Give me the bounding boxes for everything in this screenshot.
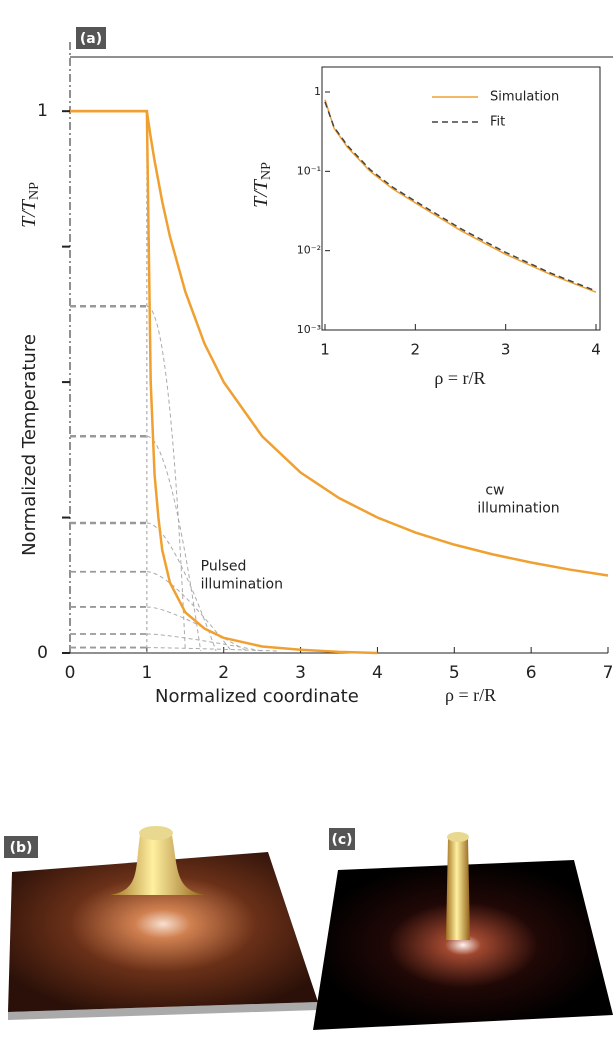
y-axis-label: Normalized Temperature — [19, 334, 40, 556]
legend-label: Simulation — [490, 90, 559, 105]
x-axis-symbol: ρ = r/R — [445, 685, 496, 705]
x-axis-label: ρ = r/R — [434, 368, 485, 388]
y-tick-label: 10⁻³ — [297, 323, 321, 336]
x-tick-label: 4 — [591, 341, 601, 359]
image-label: (b) — [10, 840, 33, 856]
annotation: illumination — [201, 576, 283, 592]
series-line — [70, 109, 378, 655]
y-axis-symbol-sub: NP — [27, 182, 42, 200]
x-tick-label: 0 — [65, 663, 76, 683]
y-axis-symbol: T/TNP — [250, 162, 275, 208]
x-tick-label: 2 — [411, 341, 421, 359]
y-tick-label: 1 — [314, 85, 321, 98]
x-tick-label: 4 — [372, 663, 383, 683]
snapshot-tail — [146, 606, 248, 652]
y-axis-symbol: T/TNP — [18, 182, 43, 228]
series-line — [324, 101, 597, 292]
series-line — [324, 99, 597, 293]
series-line — [70, 109, 609, 577]
y-tick-label: 1 — [37, 101, 48, 121]
y-tick-label: 0 — [37, 643, 48, 663]
x-tick-label: 1 — [141, 663, 152, 683]
x-tick-label: 2 — [218, 663, 229, 683]
panel-label: (a) — [80, 31, 102, 47]
x-tick-label: 6 — [526, 663, 537, 683]
annotation: Pulsed — [201, 558, 247, 574]
image-c: (c) — [313, 828, 613, 1030]
x-tick-label: 7 — [603, 663, 613, 683]
y-axis-symbol-sub: NP — [259, 162, 274, 180]
snapshot-tail — [146, 522, 217, 652]
annotation: illumination — [477, 500, 559, 516]
legend-label: Fit — [490, 115, 505, 130]
x-tick-label: 1 — [320, 341, 330, 359]
snapshot-tail — [146, 647, 278, 652]
y-tick-label: 10⁻¹ — [297, 164, 321, 177]
y-axis-symbol-main: T/T — [250, 178, 272, 208]
snapshot-tail — [146, 305, 186, 652]
annotation: cw — [485, 482, 504, 498]
y-axis-symbol-main: T/T — [18, 198, 40, 228]
y-tick-label: 10⁻² — [297, 244, 321, 257]
image-b: (b) — [4, 826, 318, 1020]
image-label: (c) — [331, 832, 352, 848]
x-tick-label: 3 — [501, 341, 511, 359]
x-tick-label: 3 — [295, 663, 306, 683]
inset-frame — [321, 66, 601, 331]
x-tick-label: 5 — [449, 663, 460, 683]
panel-label-box — [76, 27, 106, 49]
x-axis-label: Normalized coordinate — [155, 686, 359, 707]
